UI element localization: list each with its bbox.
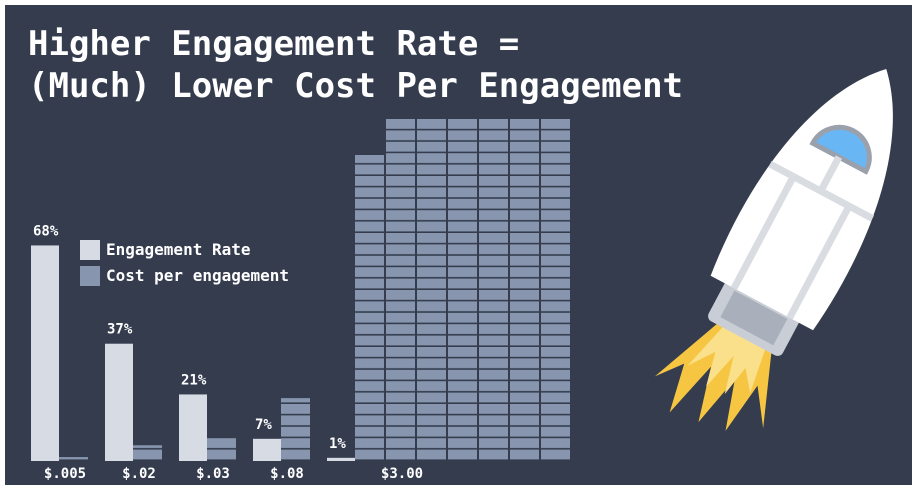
bar — [179, 394, 207, 461]
bar-segment — [510, 119, 539, 461]
x-tick-label: $.005 — [44, 466, 86, 482]
chart-title: (Much) Lower Cost Per Engagement — [28, 66, 683, 106]
x-tick-label: $.08 — [270, 466, 304, 482]
legend-label: Cost per engagement — [106, 266, 289, 285]
bar-segment — [355, 155, 384, 461]
bar — [31, 245, 59, 461]
bar-segment — [133, 445, 162, 461]
bar-segment — [207, 437, 236, 461]
x-tick-label: $.02 — [122, 466, 156, 482]
bar-segment — [386, 119, 415, 461]
bar-segment — [541, 119, 570, 461]
data-label: 37% — [107, 322, 133, 338]
legend-label: Engagement Rate — [106, 240, 251, 259]
bar — [327, 458, 355, 461]
bar — [355, 119, 570, 461]
data-label: 7% — [255, 417, 272, 433]
bar — [59, 457, 88, 461]
bar-segment — [479, 119, 508, 461]
bar — [281, 398, 310, 461]
bar — [105, 344, 133, 461]
data-label: 1% — [329, 436, 346, 452]
x-tick-label: $.03 — [196, 466, 230, 482]
bar — [207, 437, 236, 461]
bar-segment — [448, 119, 477, 461]
legend-swatch — [80, 266, 100, 286]
bar-segment — [417, 119, 446, 461]
bar — [253, 439, 281, 461]
data-label: 68% — [33, 223, 59, 239]
bar-segment — [59, 457, 88, 461]
legend-swatch — [80, 240, 100, 260]
x-tick-label: $3.00 — [381, 466, 423, 482]
chart-title: Higher Engagement Rate = — [28, 24, 519, 64]
data-label: 21% — [181, 372, 207, 388]
chart: Higher Engagement Rate = (Much) Lower Co… — [0, 0, 917, 489]
bar — [133, 445, 162, 461]
bar-segment — [281, 398, 310, 461]
